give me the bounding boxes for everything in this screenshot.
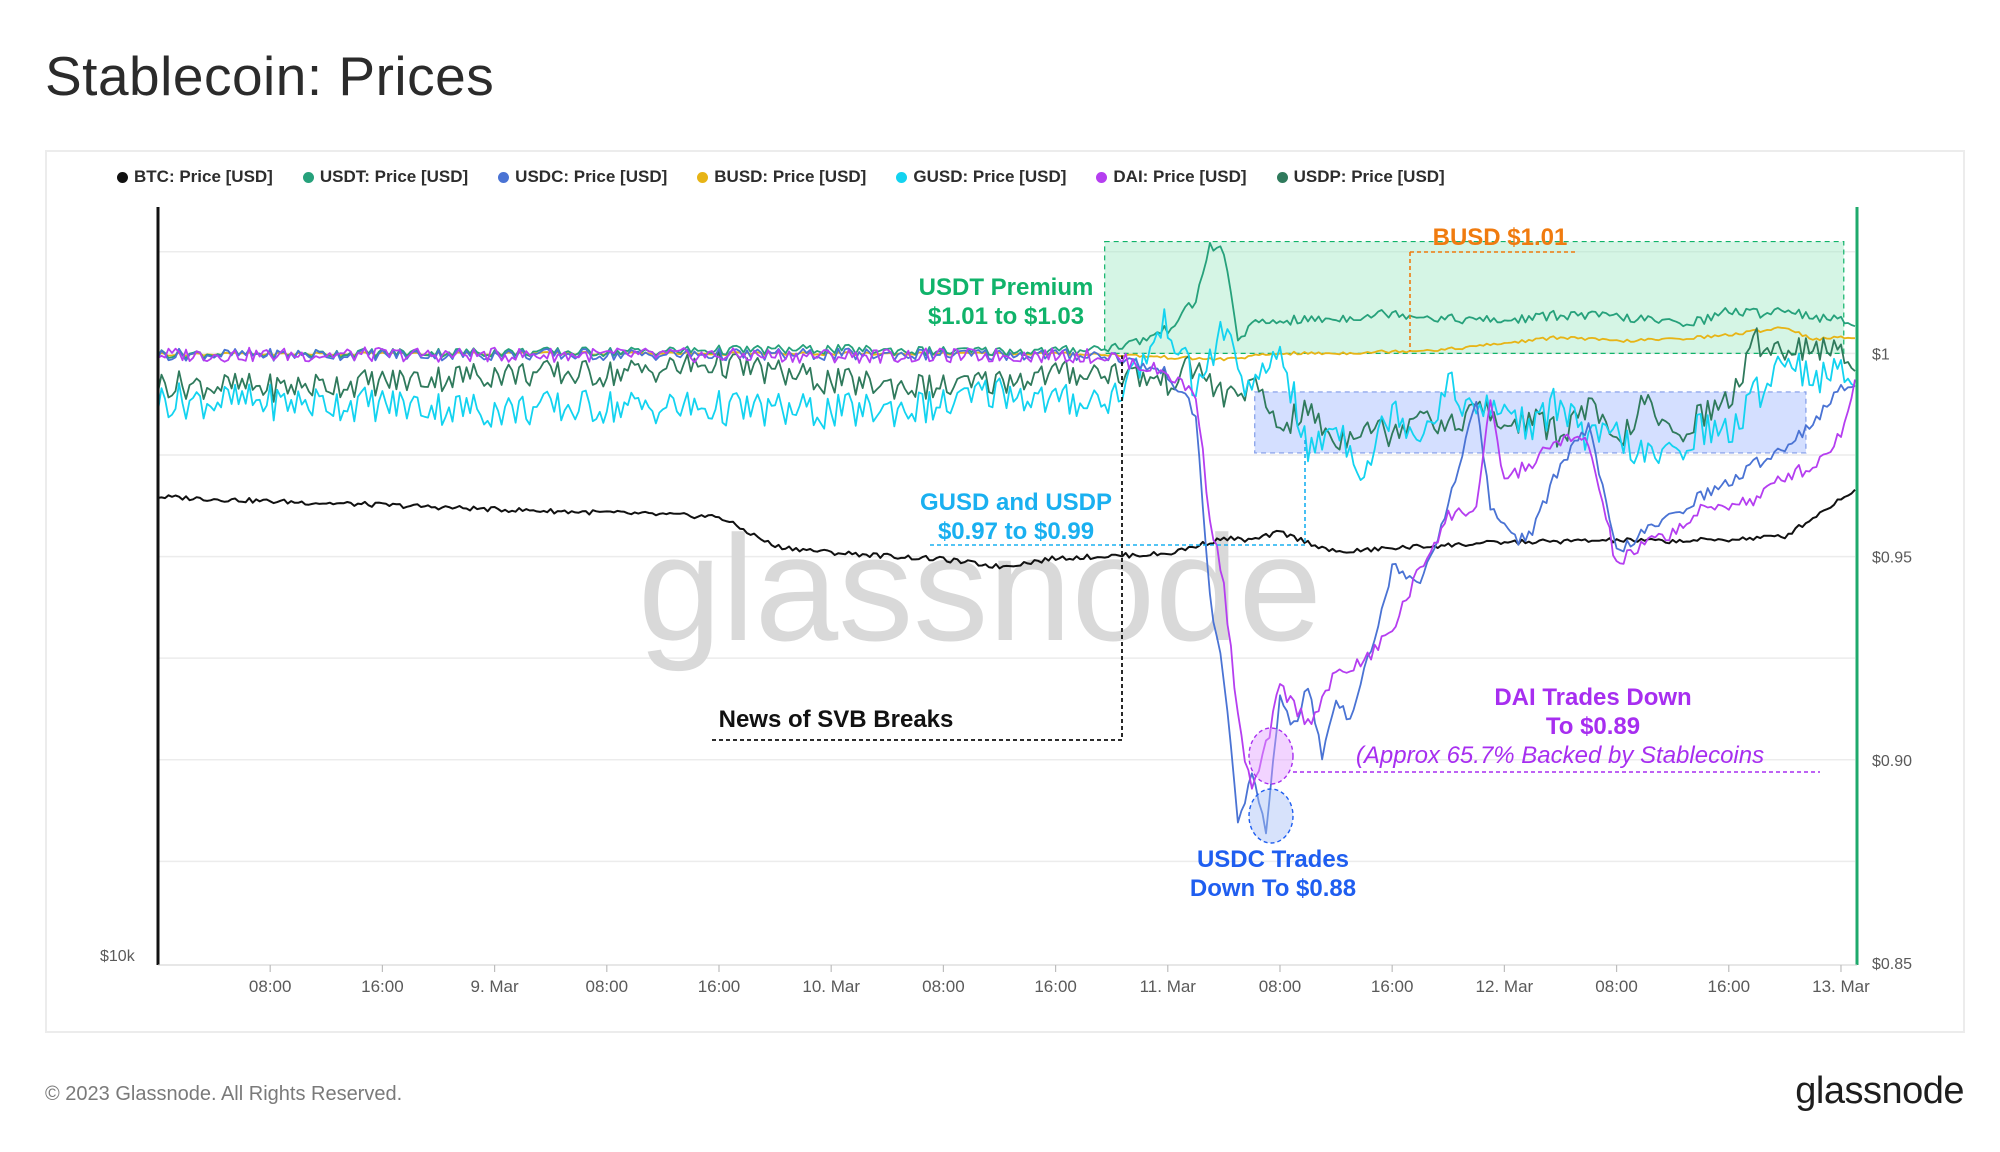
- y-left-tick-label: $10k: [100, 948, 136, 965]
- legend-label: USDC: Price [USD]: [515, 167, 668, 186]
- legend-item-dai[interactable]: DAI: Price [USD]: [1096, 165, 1247, 189]
- x-tick-label: 08:00: [249, 977, 292, 996]
- x-tick-label: 12. Mar: [1476, 977, 1534, 996]
- watermark-text: glassnode: [638, 504, 1322, 672]
- usdc-annotation-line1: USDC Trades: [1197, 846, 1349, 873]
- x-tick-label: 08:00: [1259, 977, 1302, 996]
- series-line-btc: [157, 489, 1856, 570]
- usdc-low-marker: [1248, 788, 1294, 844]
- y-right-tick-label: $0.95: [1872, 550, 1912, 567]
- x-tick-label: 9. Mar: [471, 977, 520, 996]
- x-tick-label: 16:00: [1708, 977, 1751, 996]
- usdt-premium-zone: [1104, 240, 1845, 354]
- y-right-tick-label: $1: [1872, 346, 1890, 363]
- legend-label: BTC: Price [USD]: [134, 167, 273, 186]
- usdt-annotation-line1: USDT Premium: [919, 274, 1094, 301]
- legend-item-usdt[interactable]: USDT: Price [USD]: [302, 165, 469, 189]
- busd-annotation-text: BUSD $1.01: [1433, 224, 1568, 251]
- x-tick-label: 08:00: [922, 977, 965, 996]
- x-tick-label: 16:00: [698, 977, 741, 996]
- axes: 08:00 16:00 9. Mar 08:00 16:00 10. Mar 08:00 16…: [100, 207, 1912, 996]
- series-line-usdp: [157, 327, 1856, 451]
- legend-dot: [498, 171, 510, 183]
- legend-item-usdp[interactable]: USDP: Price [USD]: [1276, 165, 1445, 189]
- x-tick-label: 16:00: [1371, 977, 1414, 996]
- legend-dot: [117, 171, 128, 183]
- chart-panel: [45, 150, 1965, 1033]
- glassnode-logo: glassnode: [1795, 1070, 1964, 1112]
- gusd-annotation-line1: GUSD and USDP: [920, 489, 1112, 516]
- legend-dot: [1276, 171, 1288, 183]
- legend-label: USDT: Price [USD]: [319, 167, 469, 186]
- x-tick-label: 08:00: [1595, 977, 1638, 996]
- x-tick-label: 13. Mar: [1812, 977, 1870, 996]
- x-tick-label: 16:00: [1034, 977, 1077, 996]
- y-right-tick-label: $0.90: [1872, 753, 1912, 770]
- usdc-annotation-line2: Down To $0.88: [1190, 875, 1356, 902]
- y-right-tick-label: $0.85: [1872, 956, 1912, 973]
- usdt-annotation-line2: $1.01 to $1.03: [928, 303, 1084, 330]
- series-line-dai: [157, 346, 1856, 790]
- page-title: Stablecoin: Prices: [45, 45, 495, 107]
- legend-dot: [1096, 171, 1108, 183]
- gusd-annotation-line2: $0.97 to $0.99: [938, 518, 1094, 545]
- legend-label: BUSD: Price [USD]: [714, 167, 867, 186]
- legend-dot: [697, 171, 709, 183]
- copyright-text: © 2023 Glassnode. All Rights Reserved.: [45, 1083, 403, 1105]
- dai-low-marker: [1248, 727, 1294, 785]
- dai-annotation-line3: (Approx 65.7% Backed by Stablecoins: [1356, 742, 1764, 769]
- legend-label: DAI: Price [USD]: [1113, 167, 1247, 186]
- dai-annotation-line1: DAI Trades Down: [1494, 684, 1691, 711]
- dai-annotation-line2: To $0.89: [1546, 713, 1640, 740]
- gusd-leader: [930, 438, 1306, 546]
- series-line-gusd: [157, 308, 1856, 482]
- chart-legend: BTC: Price [USD] USDT: Price [USD] USDC: P…: [117, 165, 1445, 189]
- legend-item-usdc[interactable]: USDC: Price [USD]: [498, 165, 667, 189]
- x-tick-label: 11. Mar: [1140, 977, 1197, 996]
- x-tick-label: 08:00: [586, 977, 629, 996]
- legend-label: USDP: Price [USD]: [1293, 167, 1445, 186]
- annotations: BUSD $1.01 USDT Premium$1.01 to $1.03 GUSD…: [712, 224, 1820, 902]
- legend-dot: [302, 171, 314, 183]
- legend-label: GUSD: Price [USD]: [913, 167, 1067, 186]
- x-tick-label: 16:00: [361, 977, 404, 996]
- legend-item-busd[interactable]: BUSD: Price [USD]: [697, 165, 866, 189]
- svb-leader: [712, 355, 1123, 741]
- legend-dot: [896, 171, 908, 183]
- legend-item-gusd[interactable]: GUSD: Price [USD]: [896, 165, 1066, 189]
- x-tick-label: 10. Mar: [802, 977, 860, 996]
- legend-item-btc[interactable]: BTC: Price [USD]: [117, 165, 273, 189]
- svb-annotation-text: News of SVB Breaks: [719, 706, 954, 733]
- series-lines: [157, 241, 1856, 835]
